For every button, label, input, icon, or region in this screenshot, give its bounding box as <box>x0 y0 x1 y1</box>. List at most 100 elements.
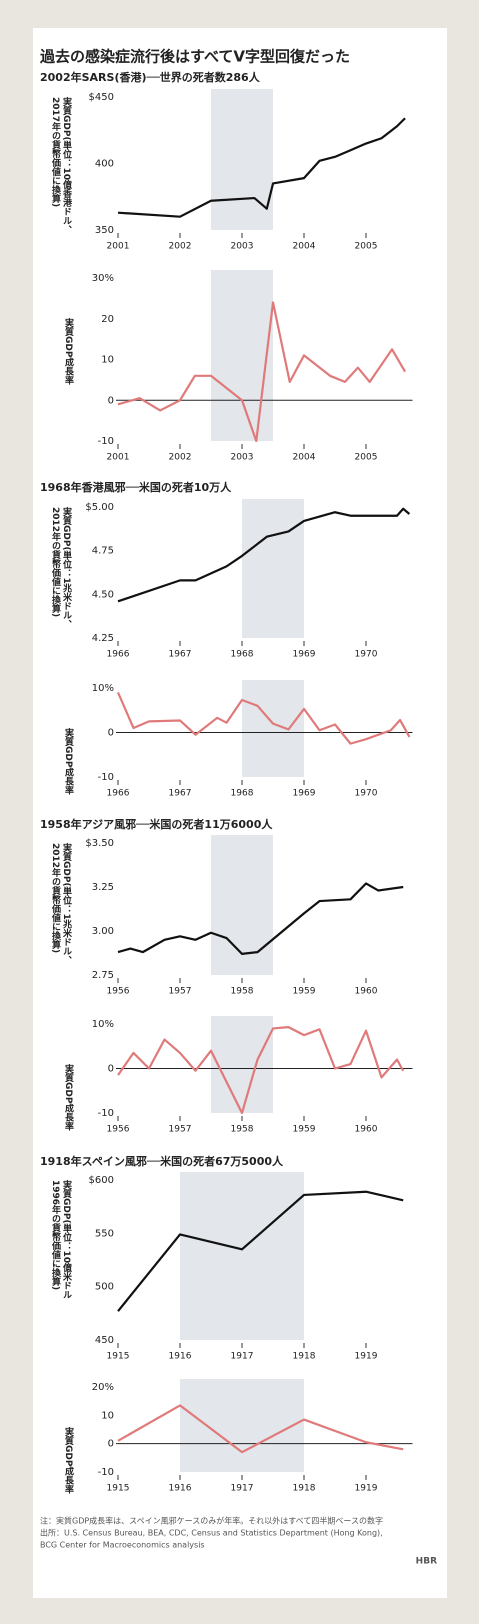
x-tick-label: 1966 <box>107 789 130 799</box>
y-tick-label: $600 <box>89 1175 114 1186</box>
section-title: 1958年アジア風邪──米国の死者11万6000人 <box>40 817 273 831</box>
note: BCG Center for Macroeconomics analysis <box>40 1541 205 1550</box>
y-axis-label: 実質GDP(単位：10億香港ドル、 <box>61 96 73 234</box>
x-tick-label: 1968 <box>231 650 254 660</box>
line <box>117 507 411 603</box>
y-axis-label: 実質GDP(単位：1兆米ドル、 <box>61 506 73 629</box>
x-tick-label: 2001 <box>107 453 130 463</box>
y-axis-label: 1996年の貨幣価値に換算) <box>50 1180 62 1290</box>
y-tick-label: 20 <box>101 314 114 325</box>
y-axis-label: 実質GDP成長率 <box>63 727 74 795</box>
x-tick-label: 2003 <box>231 242 254 252</box>
y-tick-label: 4.75 <box>92 546 114 557</box>
y-tick-label: $5.00 <box>85 502 114 513</box>
x-tick-label: 1915 <box>107 1484 130 1494</box>
y-tick-label: 10% <box>92 683 114 694</box>
y-tick-label: 400 <box>95 159 114 170</box>
shade <box>242 680 304 777</box>
shade <box>180 1379 304 1472</box>
line <box>117 882 404 955</box>
y-tick-label: -10 <box>98 1467 114 1478</box>
y-tick-label: 0 <box>108 1439 114 1450</box>
x-tick-label: 2002 <box>169 242 192 252</box>
y-axis-label: 2017年の貨幣価値に換算) <box>50 97 62 207</box>
y-tick-label: 0 <box>108 395 114 406</box>
x-tick-label: 1967 <box>169 789 192 799</box>
y-axis-label: 実質GDP(単位：10億米ドル <box>61 1179 73 1299</box>
x-tick-label: 1968 <box>231 789 254 799</box>
shade <box>180 1172 304 1340</box>
line <box>117 1404 404 1454</box>
y-tick-label: 4.25 <box>92 633 114 644</box>
x-tick-label: 2002 <box>169 453 192 463</box>
y-tick-label: -10 <box>98 1108 114 1119</box>
x-tick-label: 1959 <box>293 987 316 997</box>
x-tick-label: 1958 <box>231 987 254 997</box>
y-tick-label: 0 <box>108 728 114 739</box>
x-tick-label: 1966 <box>107 650 130 660</box>
y-tick-label: 500 <box>95 1282 114 1293</box>
y-tick-label: 10 <box>101 355 114 366</box>
shade <box>211 270 273 441</box>
x-tick-label: 1918 <box>293 1352 316 1362</box>
x-tick-label: 1967 <box>169 650 192 660</box>
shade <box>211 89 273 230</box>
y-tick-label: 10% <box>92 1019 114 1030</box>
y-axis-label: 実質GDP成長率 <box>63 1063 74 1131</box>
y-tick-label: 350 <box>95 225 114 236</box>
note: 出所：U.S. Census Bureau, BEA, CDC, Census … <box>40 1528 383 1538</box>
y-axis-label: 2012年の貨幣価値に換算) <box>50 843 62 953</box>
x-tick-label: 1917 <box>231 1484 254 1494</box>
x-tick-label: 2001 <box>107 242 130 252</box>
x-tick-label: 2005 <box>355 242 378 252</box>
x-tick-label: 1969 <box>293 650 316 660</box>
line <box>117 301 407 443</box>
x-tick-label: 1957 <box>169 987 192 997</box>
y-tick-label: 4.50 <box>92 589 114 600</box>
x-tick-label: 2003 <box>231 453 254 463</box>
section-title: 1968年香港風邪──米国の死者10万人 <box>40 480 232 494</box>
x-tick-label: 1919 <box>355 1484 378 1494</box>
shade <box>242 499 304 638</box>
x-tick-label: 2004 <box>293 242 316 252</box>
x-tick-label: 1916 <box>169 1484 192 1494</box>
y-tick-label: 10 <box>101 1410 114 1421</box>
section-title: 2002年SARS(香港)──世界の死者数286人 <box>40 70 261 84</box>
y-tick-label: $450 <box>89 92 114 103</box>
x-tick-label: 2005 <box>355 453 378 463</box>
y-axis-label: 2012年の貨幣価値に換算) <box>50 507 62 617</box>
y-tick-label: -10 <box>98 436 114 447</box>
y-tick-label: 0 <box>108 1064 114 1075</box>
y-tick-label: 2.75 <box>92 970 114 981</box>
y-axis-label: 実質GDP成長率 <box>63 1426 74 1494</box>
y-tick-label: 3.25 <box>92 882 114 893</box>
x-tick-label: 1956 <box>107 987 130 997</box>
line <box>117 1026 405 1115</box>
y-tick-label: 450 <box>95 1335 114 1346</box>
x-tick-label: 1916 <box>169 1352 192 1362</box>
x-tick-label: 1915 <box>107 1352 130 1362</box>
shade <box>211 835 273 975</box>
line <box>117 1190 404 1312</box>
x-tick-label: 1969 <box>293 789 316 799</box>
x-tick-label: 1958 <box>231 1125 254 1135</box>
page-title: 過去の感染症流行後はすべてV字型回復だった <box>39 48 350 66</box>
y-tick-label: 30% <box>92 273 114 284</box>
x-tick-label: 2004 <box>293 453 316 463</box>
logo: HBR <box>416 1557 437 1567</box>
x-tick-label: 1919 <box>355 1352 378 1362</box>
shade <box>211 1016 273 1113</box>
x-tick-label: 1918 <box>293 1484 316 1494</box>
section-title: 1918年スペイン風邪──米国の死者67万5000人 <box>40 1154 284 1168</box>
y-axis-label: 実質GDP成長率 <box>63 317 74 385</box>
y-tick-label: $3.50 <box>85 838 114 849</box>
x-tick-label: 1959 <box>293 1125 316 1135</box>
y-tick-label: 550 <box>95 1228 114 1239</box>
x-tick-label: 1956 <box>107 1125 130 1135</box>
card <box>33 28 447 1598</box>
y-tick-label: 20% <box>92 1382 114 1393</box>
x-tick-label: 1970 <box>355 650 378 660</box>
x-tick-label: 1970 <box>355 789 378 799</box>
